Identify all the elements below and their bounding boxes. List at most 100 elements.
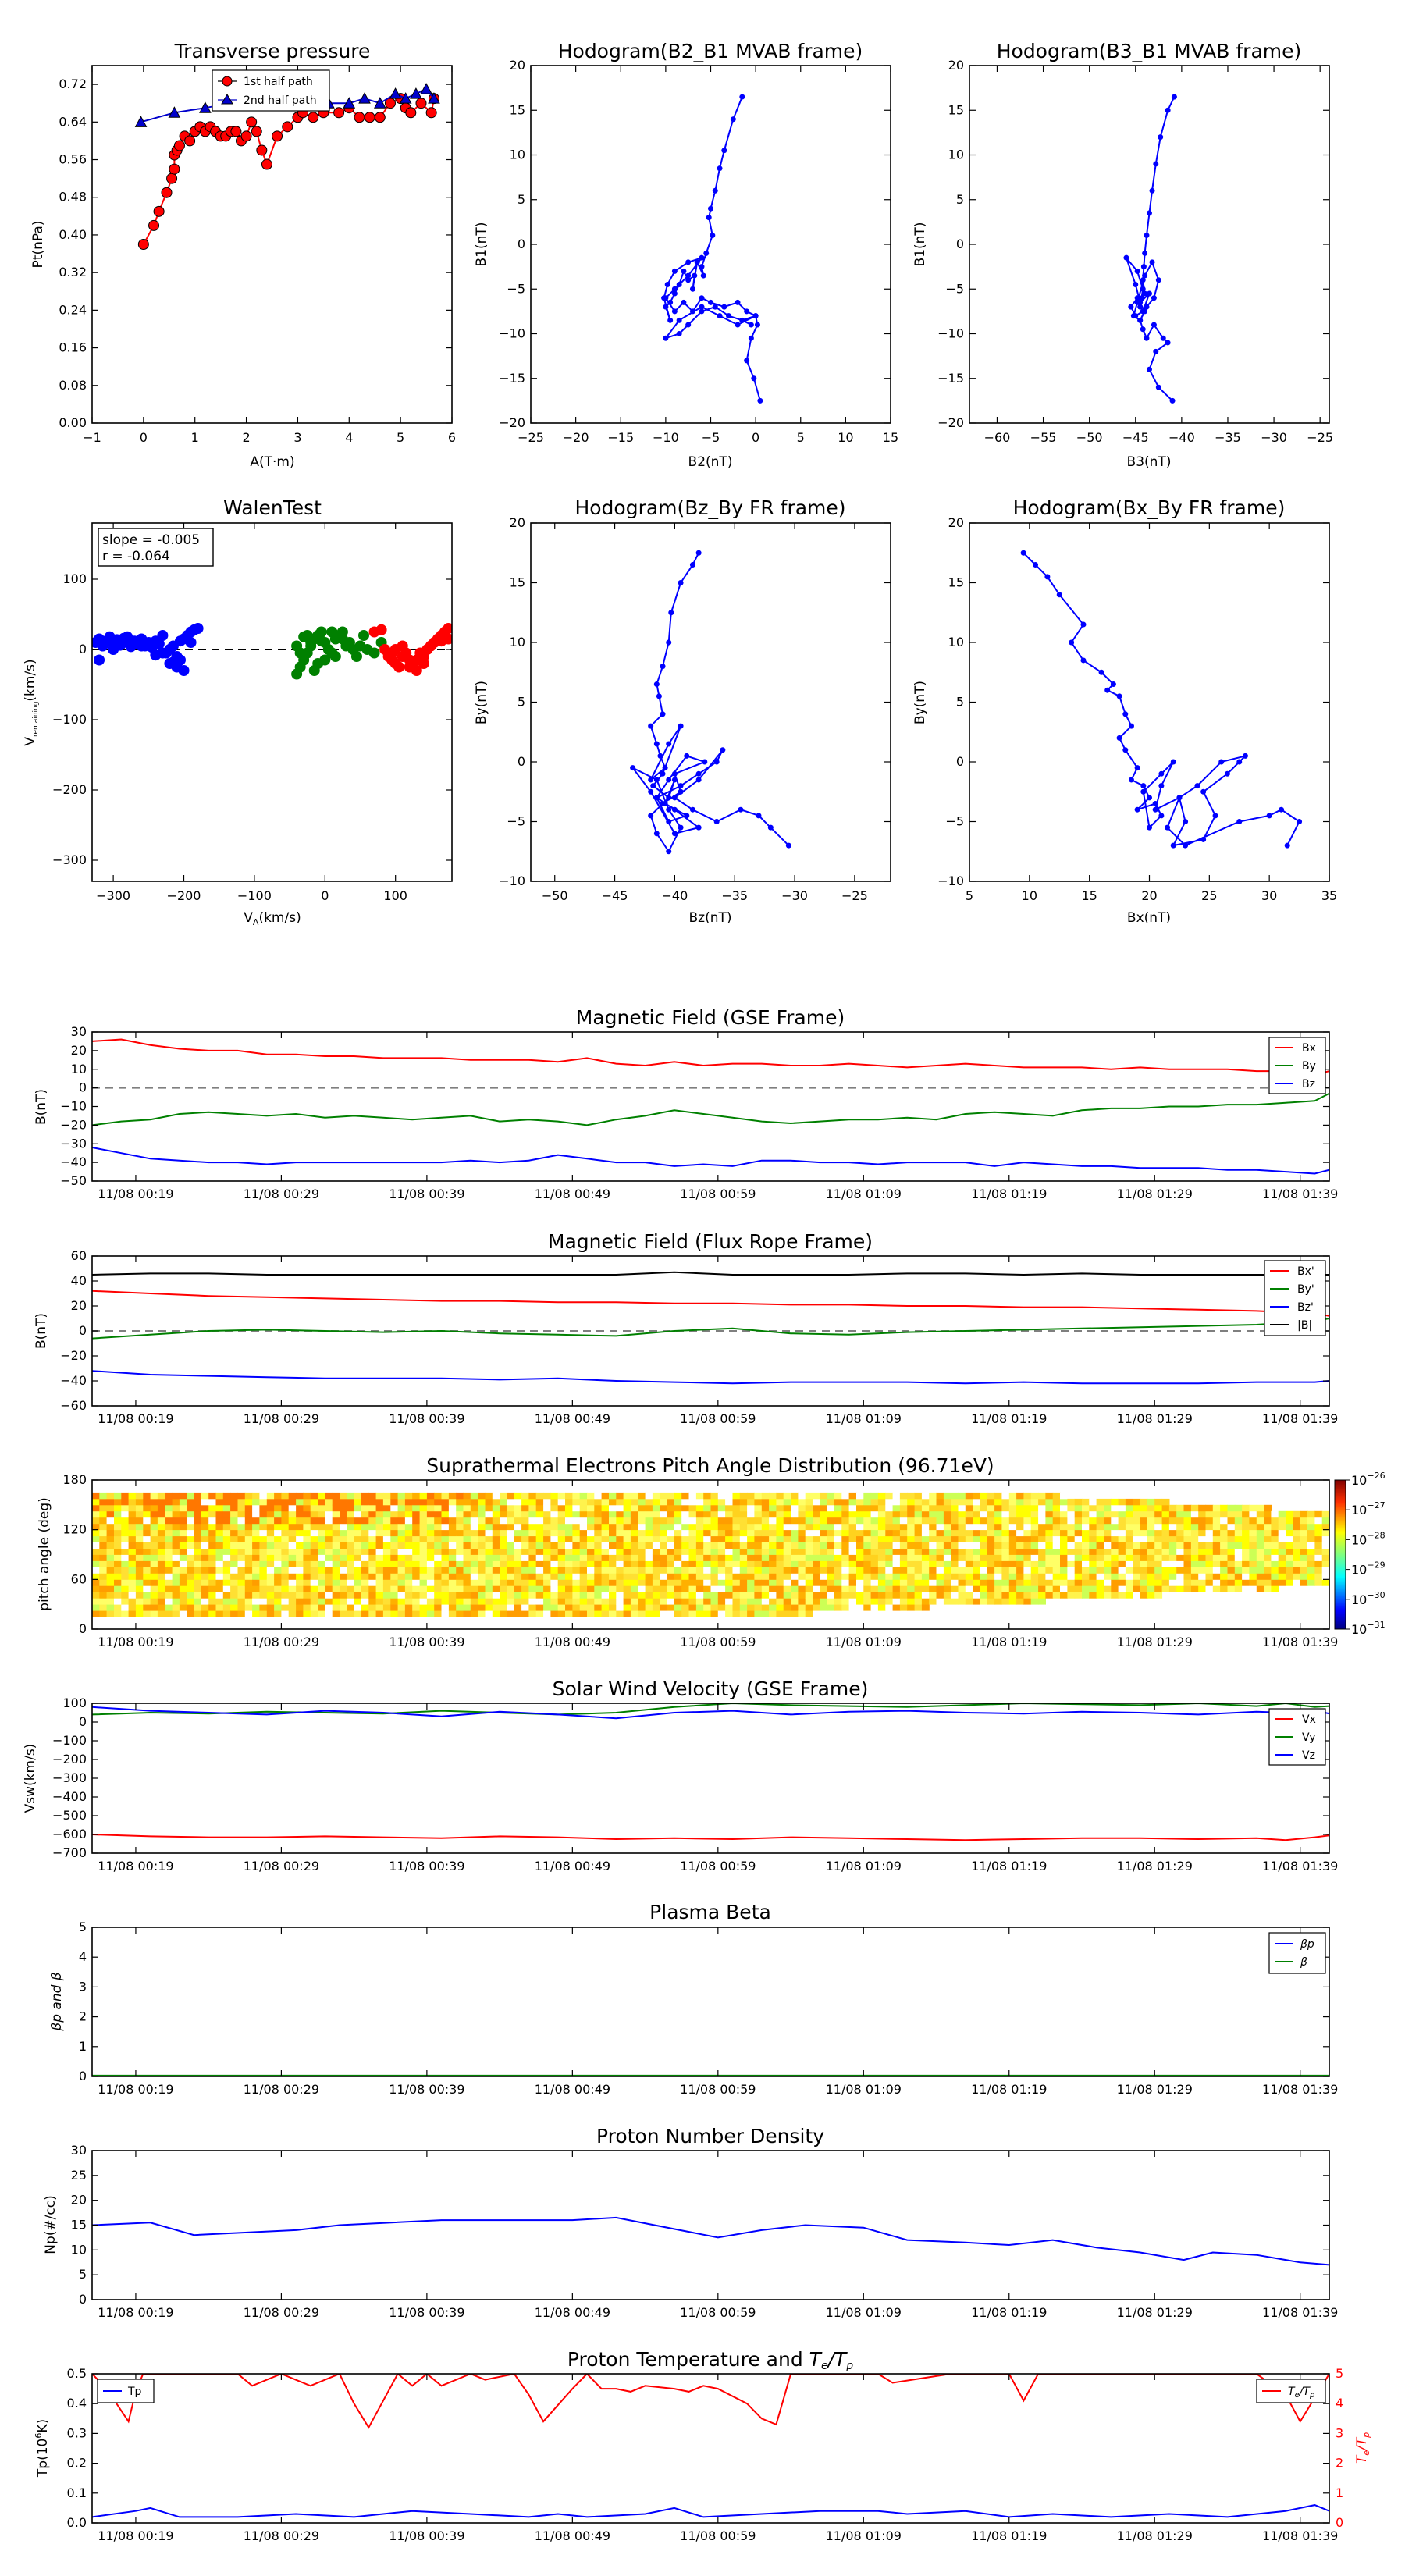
heatmap-cell bbox=[441, 1560, 450, 1567]
heatmap-cell bbox=[769, 1510, 777, 1518]
heatmap-cell bbox=[543, 1592, 551, 1599]
data-point bbox=[1147, 366, 1152, 372]
heatmap-cell bbox=[215, 1542, 224, 1549]
heatmap-cell bbox=[172, 1492, 180, 1500]
heatmap-cell bbox=[1271, 1567, 1279, 1574]
heatmap-cell bbox=[325, 1492, 333, 1500]
heatmap-cell bbox=[1096, 1498, 1104, 1506]
heatmap-cell bbox=[1161, 1510, 1170, 1518]
heatmap-cell bbox=[1198, 1548, 1207, 1555]
heatmap-cell bbox=[914, 1504, 923, 1512]
y-tick-label: 0.1 bbox=[67, 2485, 87, 2500]
heatmap-cell bbox=[652, 1548, 660, 1555]
heatmap-cell bbox=[994, 1504, 1002, 1512]
heatmap-cell bbox=[397, 1592, 406, 1599]
heatmap-cell bbox=[1205, 1554, 1214, 1561]
heatmap-cell bbox=[448, 1529, 457, 1537]
heatmap-cell bbox=[397, 1498, 406, 1506]
heatmap-cell bbox=[688, 1573, 697, 1580]
heatmap-cell bbox=[1045, 1504, 1054, 1512]
heatmap-cell bbox=[165, 1517, 173, 1525]
heatmap-cell bbox=[980, 1598, 988, 1605]
heatmap-cell bbox=[987, 1498, 995, 1506]
heatmap-cell bbox=[157, 1604, 165, 1611]
heatmap-cell bbox=[681, 1610, 690, 1617]
heatmap-cell bbox=[1198, 1529, 1207, 1537]
heatmap-cell bbox=[609, 1523, 617, 1531]
heatmap-cell bbox=[222, 1498, 231, 1506]
heatmap-cell bbox=[535, 1498, 544, 1506]
heatmap-cell bbox=[172, 1523, 180, 1531]
heatmap-cell bbox=[1242, 1535, 1250, 1542]
data-point bbox=[689, 308, 695, 315]
heatmap-cell bbox=[695, 1517, 704, 1525]
heatmap-cell bbox=[1212, 1554, 1221, 1561]
y-axis-label-right: Te/Tp bbox=[1354, 2432, 1371, 2464]
data-point bbox=[713, 819, 720, 824]
heatmap-cell bbox=[325, 1548, 333, 1555]
heatmap-cell bbox=[230, 1517, 238, 1525]
heatmap-cell bbox=[557, 1554, 566, 1561]
heatmap-cell bbox=[296, 1535, 304, 1542]
heatmap-cell bbox=[848, 1585, 857, 1592]
data-point bbox=[136, 640, 148, 652]
heatmap-cell bbox=[128, 1498, 137, 1506]
heatmap-cell bbox=[485, 1560, 493, 1567]
heatmap-cell bbox=[368, 1523, 377, 1531]
heatmap-cell bbox=[1060, 1573, 1068, 1580]
heatmap-cell bbox=[813, 1492, 820, 1500]
y-tick-label-right: 0 bbox=[1336, 2515, 1343, 2530]
heatmap-cell bbox=[1147, 1510, 1155, 1518]
heatmap-cell bbox=[1104, 1529, 1112, 1537]
heatmap-cell bbox=[535, 1510, 544, 1518]
y-axis-label: Pt(nPa) bbox=[30, 221, 46, 269]
heatmap-cell bbox=[1154, 1529, 1163, 1537]
heatmap-cell bbox=[609, 1548, 617, 1555]
heatmap-cell bbox=[543, 1560, 551, 1567]
legend-right: Te/Tp bbox=[1256, 2379, 1326, 2403]
heatmap-cell bbox=[645, 1598, 653, 1605]
heatmap-cell bbox=[1147, 1592, 1155, 1599]
heatmap-cell bbox=[1176, 1554, 1185, 1561]
heatmap-cell bbox=[747, 1610, 755, 1617]
heatmap-cell bbox=[340, 1504, 347, 1512]
heatmap-cell bbox=[1147, 1517, 1155, 1525]
heatmap-cell bbox=[1074, 1510, 1083, 1518]
y-tick-label: 25 bbox=[71, 2168, 87, 2183]
data-point bbox=[1140, 783, 1147, 789]
heatmap-cell bbox=[194, 1554, 202, 1561]
heatmap-cell bbox=[973, 1554, 980, 1561]
heatmap-cell bbox=[616, 1548, 624, 1555]
heatmap-cell bbox=[266, 1567, 275, 1574]
heatmap-cell bbox=[892, 1510, 901, 1518]
heatmap-cell bbox=[1278, 1548, 1286, 1555]
heatmap-cell bbox=[667, 1523, 675, 1531]
heatmap-cell bbox=[528, 1585, 537, 1592]
heatmap-cell bbox=[230, 1604, 238, 1611]
y-tick-label: 0.32 bbox=[59, 265, 87, 279]
heatmap-cell bbox=[1249, 1517, 1257, 1525]
heatmap-cell bbox=[340, 1598, 347, 1605]
heatmap-cell bbox=[1147, 1554, 1155, 1561]
x-tick-label: −5 bbox=[702, 430, 720, 445]
heatmap-cell bbox=[885, 1548, 894, 1555]
heatmap-cell bbox=[1016, 1492, 1024, 1500]
heatmap-cell bbox=[135, 1604, 144, 1611]
heatmap-cell bbox=[958, 1498, 966, 1506]
heatmap-cell bbox=[1242, 1504, 1250, 1512]
heatmap-cell bbox=[695, 1548, 704, 1555]
heatmap-cell bbox=[404, 1510, 413, 1518]
heatmap-cell bbox=[1198, 1585, 1207, 1592]
heatmap-cell bbox=[390, 1560, 399, 1567]
heatmap-cell bbox=[419, 1523, 428, 1531]
heatmap-cell bbox=[739, 1510, 748, 1518]
data-point bbox=[1122, 711, 1129, 717]
heatmap-cell bbox=[732, 1535, 741, 1542]
heatmap-cell bbox=[354, 1598, 362, 1605]
heatmap-cell bbox=[695, 1598, 704, 1605]
heatmap-cell bbox=[791, 1510, 799, 1518]
heatmap-cell bbox=[907, 1554, 916, 1561]
heatmap-cell bbox=[237, 1585, 246, 1592]
data-point bbox=[1183, 842, 1189, 849]
heatmap-cell bbox=[929, 1554, 937, 1561]
